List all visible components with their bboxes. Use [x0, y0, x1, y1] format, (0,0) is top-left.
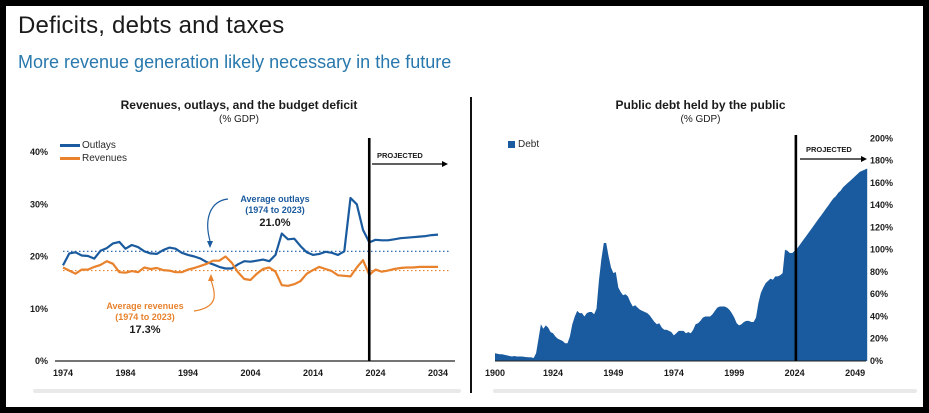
- right-chart-panel: Public debt held by the public (% GDP) 0…: [480, 95, 921, 400]
- x-tick-label: 1924: [543, 368, 563, 378]
- x-tick-label: 1974: [664, 368, 684, 378]
- x-tick-label: 2034: [428, 368, 448, 378]
- legend-item-revenues: Revenues: [60, 152, 127, 165]
- x-tick-label: 2024: [785, 368, 805, 378]
- y-tick-label: 0%: [35, 356, 48, 366]
- left-chart-title: Revenues, outlays, and the budget defici…: [120, 98, 358, 112]
- left-chart-subtitle: (% GDP): [219, 114, 259, 125]
- x-tick-label: 2014: [303, 368, 323, 378]
- revenues-arrow-head-icon: [208, 274, 214, 281]
- projected-arrow-head-icon: [442, 161, 448, 167]
- outlays-arrow-head-icon: [207, 241, 213, 248]
- y-tick-label: 200%: [870, 133, 893, 143]
- y-tick-label: 40%: [870, 311, 888, 321]
- y-tick-label: 80%: [870, 267, 888, 277]
- y-tick-label: 140%: [870, 200, 893, 210]
- outlays-annotation-arrow: [207, 198, 229, 242]
- outlays-line: [62, 196, 439, 270]
- right-chart-subtitle: (% GDP): [680, 114, 721, 125]
- y-tick-label: 160%: [870, 178, 893, 188]
- y-tick-label: 20%: [870, 334, 888, 344]
- right-chart-title: Public debt held by the public: [615, 98, 786, 112]
- legend-label: Debt: [518, 139, 540, 150]
- y-tick-label: 30%: [30, 199, 48, 209]
- outlays-swatch-icon: [60, 144, 80, 147]
- legend-label: Revenues: [82, 153, 128, 164]
- y-tick-label: 60%: [870, 289, 888, 299]
- legend-item-debt: Debt: [508, 138, 539, 151]
- x-tick-label: 1999: [724, 368, 744, 378]
- debt-area: [495, 168, 868, 361]
- revenues-line: [62, 255, 438, 287]
- revenues-swatch-icon: [60, 157, 80, 160]
- x-tick-label: 1900: [485, 368, 505, 378]
- average-outlays-annotation: Average outlays (1974 to 2023) 21.0%: [240, 194, 310, 229]
- x-tick-label: 1994: [178, 368, 198, 378]
- debt-swatch-icon: [508, 141, 515, 148]
- budget-chart: 0% 10% 20% 30% 40% 1974 1984 1994 2004 2014 2024 20…: [30, 138, 455, 378]
- left-chart-legend: Outlays Revenues: [60, 139, 127, 165]
- left-chart-panel: Revenues, outlays, and the budget defici…: [8, 95, 470, 400]
- y-tick-label: 40%: [30, 147, 48, 157]
- panel-divider: [470, 97, 472, 393]
- projected-arrow-head-icon: [861, 156, 867, 162]
- legend-label: Outlays: [82, 140, 116, 151]
- page-subtitle: More revenue generation likely necessary…: [18, 52, 452, 72]
- legend-item-outlays: Outlays: [60, 139, 127, 152]
- y-tick-label: 120%: [870, 222, 893, 232]
- x-tick-label: 2004: [240, 368, 260, 378]
- y-tick-label: 180%: [870, 156, 893, 166]
- left-bottom-rule: [33, 389, 461, 393]
- y-tick-label: 100%: [870, 245, 893, 255]
- page-title: Deficits, debts and taxes: [18, 12, 285, 39]
- x-tick-label: 1974: [53, 368, 73, 378]
- x-tick-label: 1949: [603, 368, 623, 378]
- revenues-annotation-arrow: [193, 279, 215, 312]
- y-tick-label: 0%: [870, 356, 883, 366]
- y-tick-label: 10%: [30, 304, 48, 314]
- x-tick-label: 1984: [115, 368, 135, 378]
- projected-label: PROJECTED: [377, 151, 423, 160]
- debt-chart: 0% 20% 40% 60% 80% 100% 120% 140% 160% 180% 200% 19…: [485, 133, 893, 378]
- x-tick-label: 2049: [845, 368, 865, 378]
- average-revenues-annotation: Average revenues (1974 to 2023) 17.3%: [106, 301, 184, 336]
- right-chart-legend: Debt: [508, 138, 539, 151]
- y-tick-label: 20%: [30, 252, 48, 262]
- right-bottom-rule: [493, 389, 917, 393]
- x-tick-label: 2024: [365, 368, 385, 378]
- projected-label: PROJECTED: [806, 145, 852, 154]
